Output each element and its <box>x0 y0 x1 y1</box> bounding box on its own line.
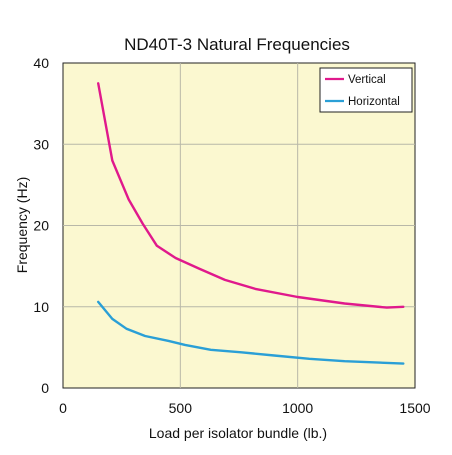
y-tick-label: 0 <box>41 380 49 396</box>
x-tick-label: 500 <box>169 400 193 416</box>
legend-label-vertical: Vertical <box>348 74 386 86</box>
x-tick-label: 0 <box>59 400 67 416</box>
grid <box>63 63 415 388</box>
chart-title: ND40T-3 Natural Frequencies <box>124 35 350 54</box>
x-tick-label: 1000 <box>282 400 313 416</box>
y-tick-label: 30 <box>33 136 49 152</box>
legend: Vertical Horizontal <box>319 67 413 113</box>
y-tick-label: 10 <box>33 299 49 315</box>
series-line-vertical <box>97 82 405 309</box>
legend-box <box>319 67 413 113</box>
y-tick-label: 20 <box>33 218 49 234</box>
x-axis-label: Load per isolator bundle (lb.) <box>149 425 327 441</box>
y-axis-label: Frequency (Hz) <box>14 177 30 273</box>
series-layer <box>97 82 405 365</box>
tick-labels: 0 500 1000 1500 0 10 20 30 40 <box>33 55 430 416</box>
y-tick-label: 40 <box>33 55 49 71</box>
series-line-horizontal <box>97 300 405 365</box>
legend-label-horizontal: Horizontal <box>348 96 400 108</box>
x-tick-label: 1500 <box>399 400 430 416</box>
